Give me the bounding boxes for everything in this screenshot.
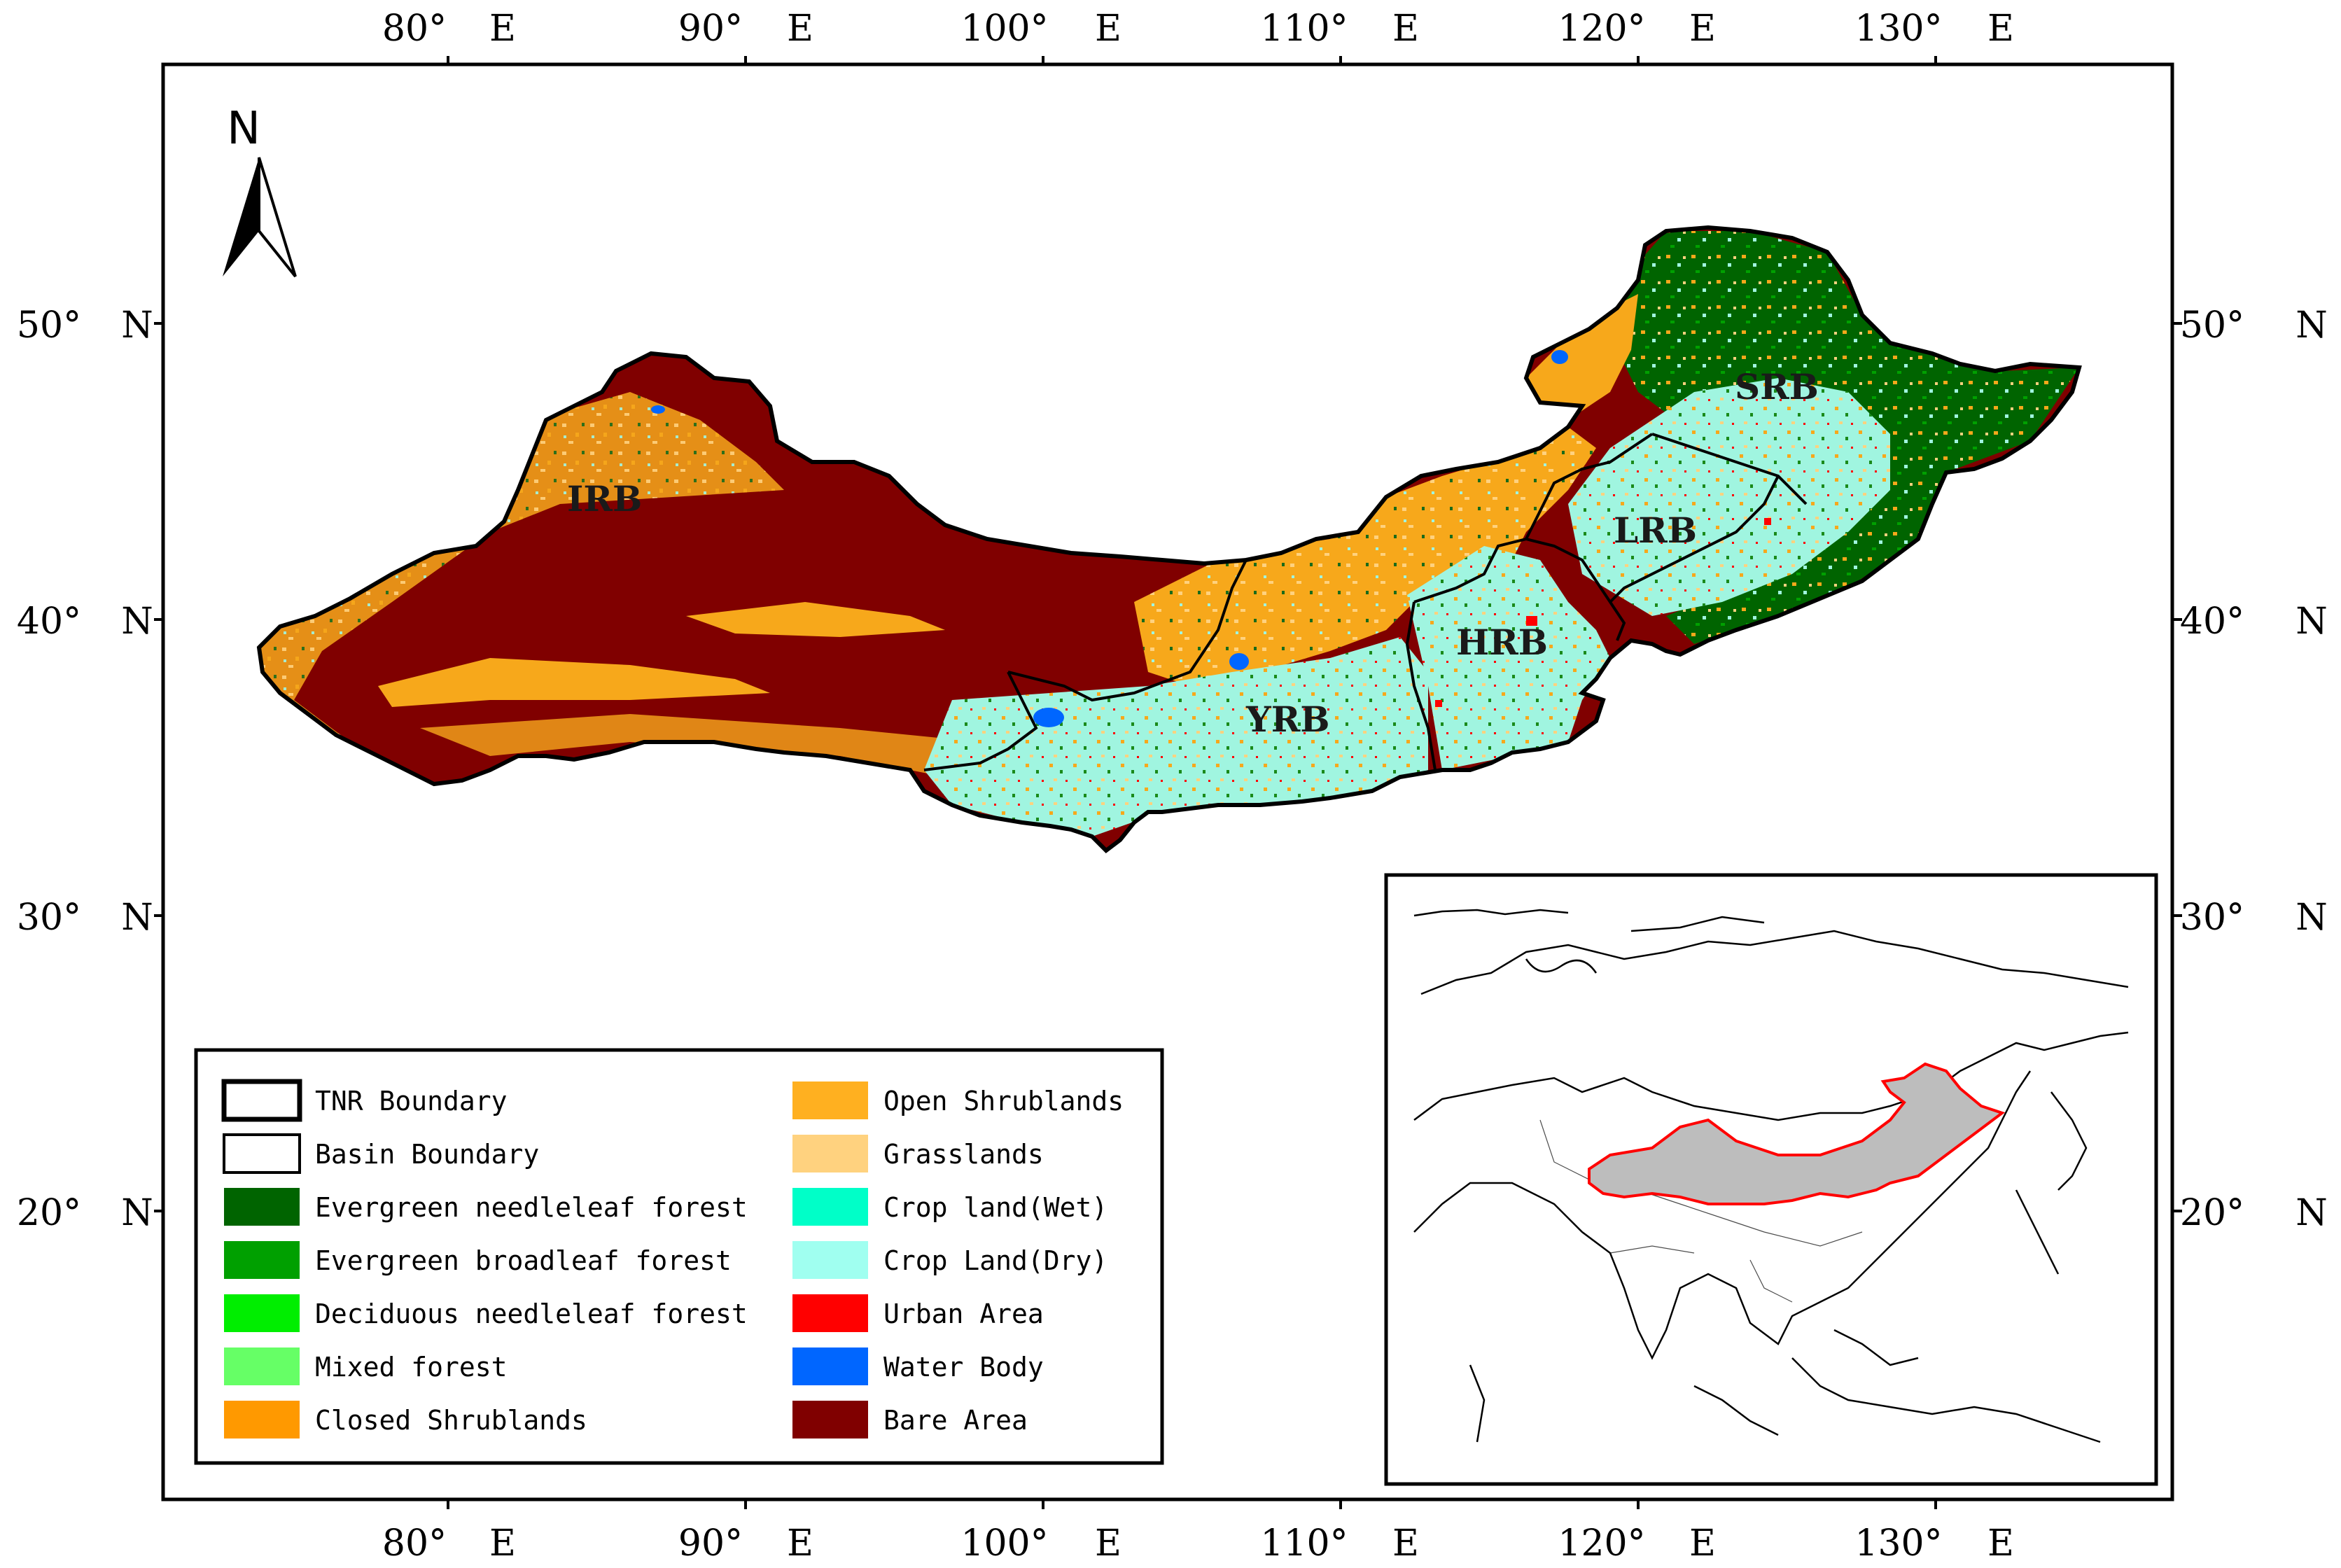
legend-swatch [792,1401,868,1438]
legend-swatch [792,1241,868,1279]
top-tick-deg: 100° [960,8,1048,50]
legend-label: Crop Land(Dry) [883,1245,1107,1276]
legend-swatch [223,1133,301,1174]
right-tick-deg: 30° [2180,897,2244,939]
legend-swatch [224,1294,300,1332]
bottom-tick-deg: 100° [960,1522,1048,1564]
bottom-tick-deg: 110° [1260,1522,1348,1564]
graticule-labels: 80° E 90° E 100° E 110° E 120° E 130° E … [17,8,2328,1564]
left-tick-deg: 20° [17,1192,81,1234]
top-tick-deg: 110° [1260,8,1348,50]
inset-tnr-highlight [1588,1062,2006,1205]
legend-label: Open Shrublands [883,1086,1124,1116]
bottom-tick-dir: E [489,1522,516,1564]
basin-label-lrb: LRB [1614,510,1697,551]
right-tick-deg: 50° [2180,304,2244,346]
top-tick-deg: 90° [678,8,743,50]
bottom-tick-deg: 80° [382,1522,447,1564]
legend-swatch [221,1079,302,1122]
left-tick-deg: 50° [17,304,81,346]
bottom-tick-dir: E [1392,1522,1419,1564]
basin-label-hrb: HRB [1456,622,1548,663]
right-tick-dir: N [2295,1192,2328,1234]
top-tick-dir: E [1689,8,1716,50]
bottom-tick-dir: E [787,1522,813,1564]
legend-label: Grasslands [883,1139,1044,1170]
legend: TNR Boundary Basin Boundary Evergreen need… [194,1048,1164,1465]
legend-label: Closed Shrublands [315,1405,587,1436]
left-tick-deg: 40° [17,601,81,643]
north-arrow-icon: N [223,103,297,278]
inset-overview-map [1384,873,2158,1486]
legend-label: TNR Boundary [315,1086,508,1116]
right-tick-deg: 40° [2180,601,2244,643]
graticule-ticks [154,56,2182,1509]
legend-swatch [224,1188,300,1226]
legend-label: Bare Area [883,1405,1028,1436]
legend-label: Mixed forest [315,1352,508,1382]
legend-swatch [792,1188,868,1226]
bottom-tick-deg: 90° [678,1522,743,1564]
right-tick-dir: N [2295,601,2328,643]
top-tick-deg: 80° [382,8,447,50]
bottom-tick-dir: E [1689,1522,1716,1564]
legend-label: Crop land(Wet) [883,1192,1107,1223]
bottom-tick-deg: 120° [1558,1522,1645,1564]
bottom-tick-deg: 130° [1854,1522,1942,1564]
bottom-tick-dir: E [1987,1522,2014,1564]
legend-label: Evergreen needleleaf forest [315,1192,748,1223]
right-tick-deg: 20° [2180,1192,2244,1234]
left-tick-deg: 30° [17,897,81,939]
legend-label: Urban Area [883,1298,1044,1329]
legend-swatch [224,1241,300,1279]
legend-swatch [224,1348,300,1385]
legend-swatch [792,1135,868,1172]
left-tick-dir: N [121,1192,153,1234]
left-tick-dir: N [121,304,153,346]
legend-label: Water Body [883,1352,1044,1382]
legend-swatch [792,1294,868,1332]
top-tick-dir: E [787,8,813,50]
north-label: N [227,103,260,155]
top-tick-dir: E [489,8,516,50]
top-tick-dir: E [1392,8,1419,50]
legend-swatch [224,1401,300,1438]
legend-label: Basin Boundary [315,1139,539,1170]
right-tick-dir: N [2295,304,2328,346]
top-tick-dir: E [1095,8,1121,50]
basin-boundaries [923,433,1808,771]
right-tick-dir: N [2295,897,2328,939]
top-tick-deg: 130° [1854,8,1942,50]
legend-swatch [792,1348,868,1385]
legend-swatch [792,1082,868,1119]
top-tick-deg: 120° [1558,8,1645,50]
top-tick-dir: E [1987,8,2014,50]
legend-label: Deciduous needleleaf forest [315,1298,748,1329]
basin-label-yrb: YRB [1245,699,1330,740]
left-tick-dir: N [121,897,153,939]
basin-label-srb: SRB [1735,366,1819,407]
basin-label-irb: IRB [567,478,642,519]
legend-label: Evergreen broadleaf forest [315,1245,732,1276]
bottom-tick-dir: E [1095,1522,1121,1564]
left-tick-dir: N [121,601,153,643]
